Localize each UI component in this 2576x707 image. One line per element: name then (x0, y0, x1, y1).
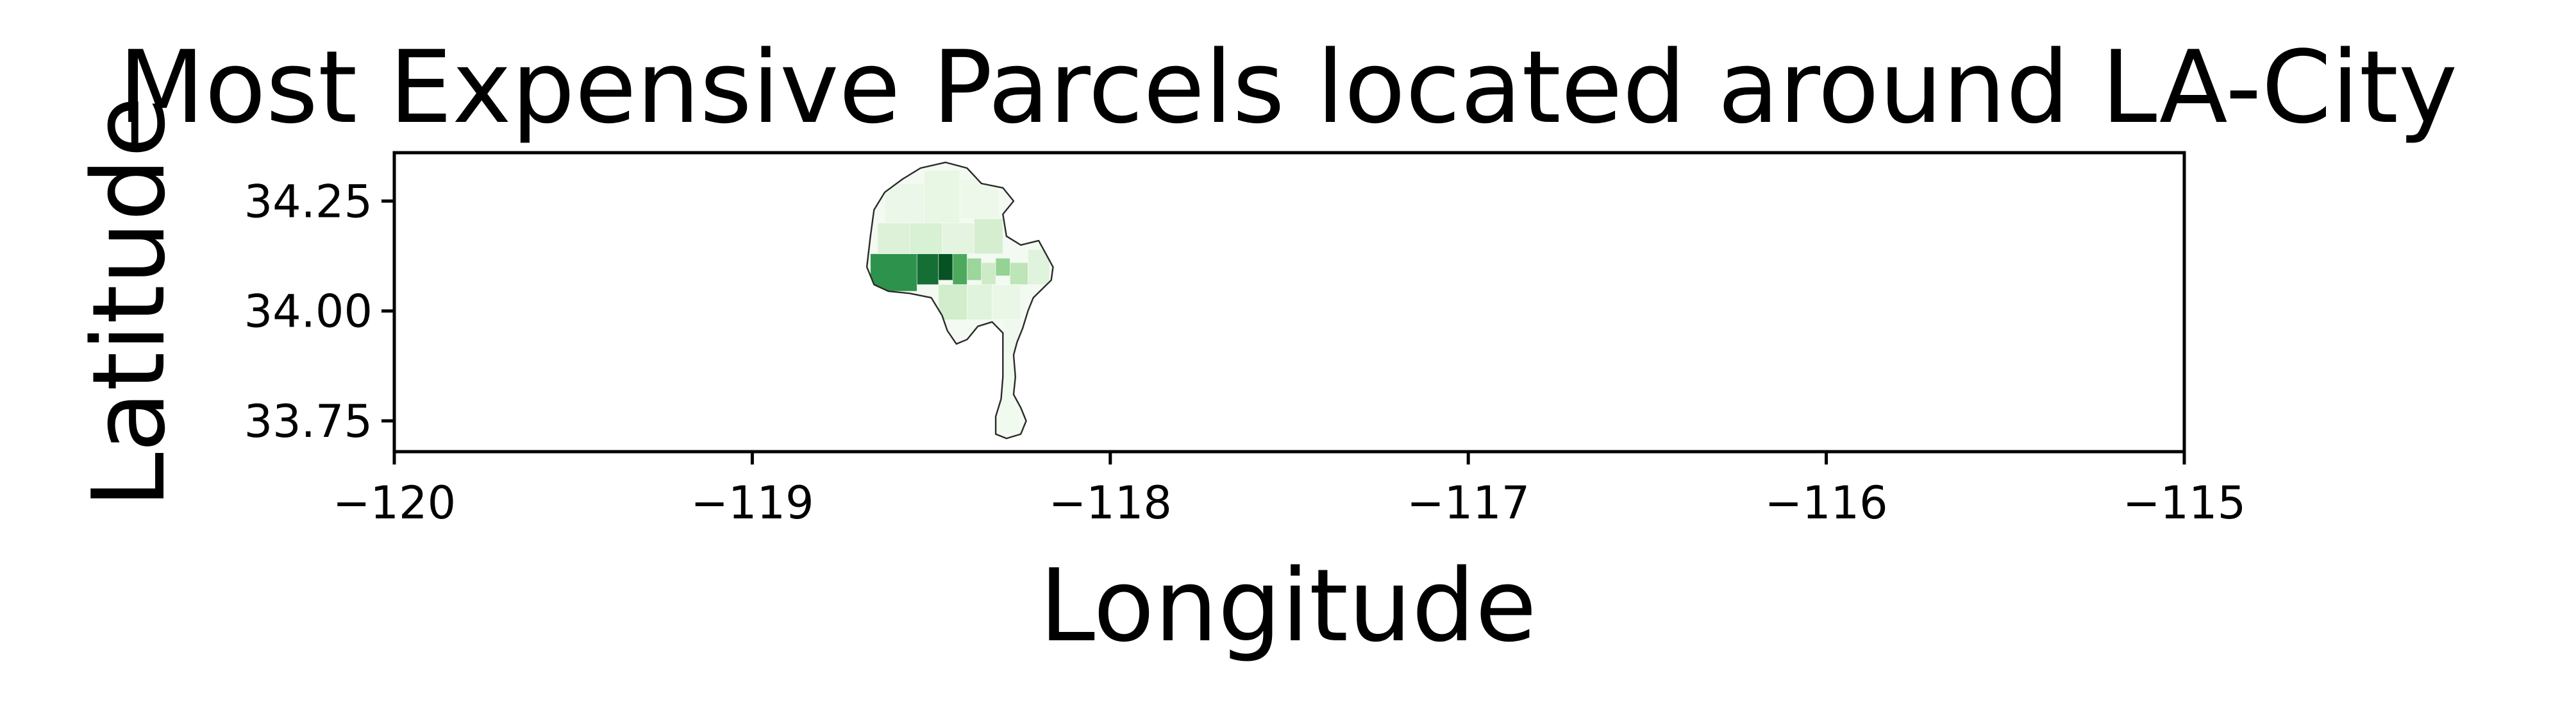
x-tick-label: −120 (333, 477, 456, 529)
y-axis: 33.75 34.00 34.25 (244, 175, 394, 448)
x-tick-label: −116 (1764, 477, 1887, 529)
district-2 (916, 253, 939, 285)
y-tick-label: 34.25 (244, 175, 372, 228)
x-tick-label: −119 (690, 477, 814, 529)
x-axis: −120 −119 −118 −117 −116 −115 (333, 452, 2246, 529)
district-14 (884, 183, 924, 224)
la-city-boundary (866, 161, 1054, 439)
district-18 (967, 284, 992, 320)
district-8 (1010, 262, 1028, 285)
district-11 (909, 223, 942, 255)
district-15 (924, 169, 960, 223)
chart-title: Most Expensive Parcels located around LA… (119, 29, 2457, 146)
district-1 (870, 253, 917, 292)
y-tick-label: 34.00 (244, 285, 372, 338)
x-tick-label: −118 (1049, 477, 1172, 529)
district-16 (959, 178, 1000, 219)
x-tick-label: −117 (1407, 477, 1530, 529)
x-tick-label: −115 (2123, 477, 2246, 529)
district-6 (981, 262, 996, 285)
x-axis-label: Longitude (1039, 547, 1537, 664)
district-3 (938, 253, 953, 281)
district-7 (995, 258, 1010, 277)
district-fills (867, 162, 1053, 439)
district-12 (942, 223, 975, 255)
district-4 (952, 253, 967, 285)
y-tick-label: 33.75 (244, 395, 372, 448)
plot-area-frame (392, 151, 2186, 454)
district-20 (1002, 319, 1025, 355)
district-13 (974, 218, 1003, 254)
y-axis-label: Latitude (71, 96, 187, 508)
district-5 (967, 258, 982, 281)
district-19 (992, 284, 1021, 320)
district-17 (938, 284, 967, 320)
district-10 (877, 223, 910, 255)
